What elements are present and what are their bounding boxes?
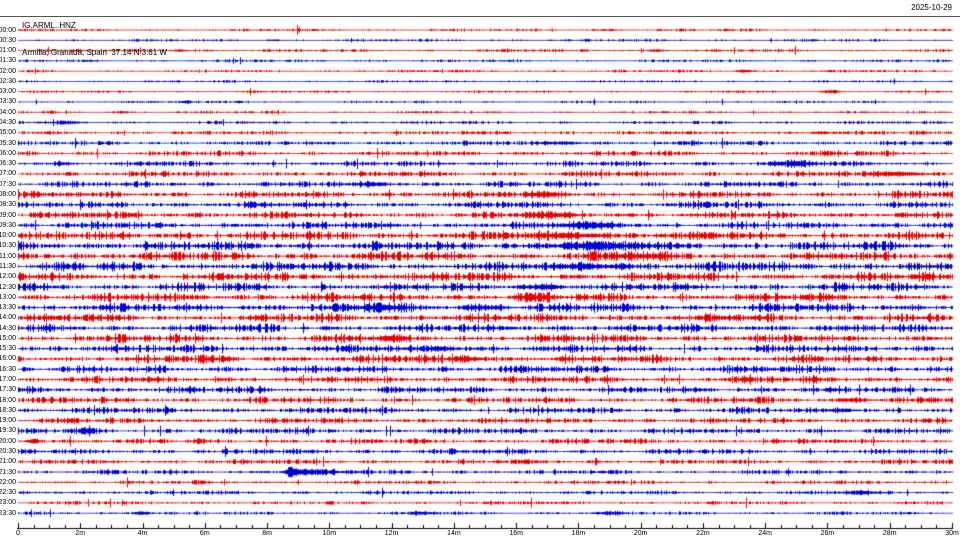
trace-time-label: 10:30 (0, 242, 16, 250)
trace-time-label: 05:00 (0, 129, 16, 137)
header-station-block: IG.ARML..HNZ Armilla, Granada, Spain 37.… (22, 3, 167, 75)
trace-time-label: 14:00 (0, 314, 16, 322)
trace-time-label: 12:30 (0, 283, 16, 291)
trace-time-label: 06:00 (0, 149, 16, 157)
trace-time-label: 17:00 (0, 376, 16, 384)
header-divider (0, 16, 960, 17)
x-axis-tick-label: 28m (882, 530, 897, 537)
trace-time-label: 11:00 (0, 252, 16, 260)
trace-time-label: 04:30 (0, 119, 16, 127)
x-axis-tick-label: 26m (820, 530, 835, 537)
trace-time-label: 03:30 (0, 98, 16, 106)
x-axis-tick-label: 0 (16, 530, 20, 537)
trace-time-label: 00:00 (0, 26, 16, 34)
station-location: Armilla, Granada, Spain 37.14 N 3.61 W (22, 48, 167, 57)
x-axis-tick-label: 22m (696, 530, 710, 537)
trace-time-label: 07:30 (0, 180, 16, 188)
trace-time-label: 13:00 (0, 293, 16, 301)
trace-time-label: 21:00 (0, 458, 16, 466)
trace-time-label: 03:00 (0, 88, 16, 96)
trace-time-label: 11:30 (0, 262, 16, 270)
trace-time-label: 09:30 (0, 221, 16, 229)
x-axis-tick-label: 8m (262, 530, 272, 537)
x-axis-tick-label: 30m (945, 530, 959, 537)
trace-time-label: 05:30 (0, 139, 16, 147)
trace-time-label: 01:00 (0, 47, 16, 55)
trace-time-label: 15:00 (0, 334, 16, 342)
trace-time-label: 17:30 (0, 386, 16, 394)
trace-time-label: 16:00 (0, 355, 16, 363)
trace-time-label: 23:00 (0, 499, 16, 507)
plot-date: 2025-10-29 (911, 3, 952, 12)
trace-time-label: 06:30 (0, 160, 16, 168)
trace-time-label: 02:30 (0, 77, 16, 85)
trace-time-label: 07:00 (0, 170, 16, 178)
trace-time-label: 19:00 (0, 417, 16, 425)
trace-time-label: 09:00 (0, 211, 16, 219)
trace-time-label: 15:30 (0, 345, 16, 353)
trace-time-label: 01:30 (0, 57, 16, 65)
trace-time-label: 08:00 (0, 190, 16, 198)
trace-time-label: 22:00 (0, 478, 16, 486)
trace-time-label: 18:00 (0, 396, 16, 404)
trace-time-label: 00:30 (0, 36, 16, 44)
trace-time-label: 02:00 (0, 67, 16, 75)
trace-time-label: 18:30 (0, 406, 16, 414)
trace-time-label: 08:30 (0, 201, 16, 209)
trace-time-label: 19:30 (0, 427, 16, 435)
trace-time-label: 23:30 (0, 509, 16, 517)
trace-time-label: 04:00 (0, 108, 16, 116)
x-axis-tick-label: 4m (137, 530, 148, 537)
trace-time-label: 12:00 (0, 273, 16, 281)
x-axis-tick-label: 14m (447, 530, 461, 537)
station-code: IG.ARML..HNZ (22, 21, 76, 30)
trace-time-label: 14:30 (0, 324, 16, 332)
trace-time-label: 21:30 (0, 468, 16, 476)
trace-time-label: 13:30 (0, 304, 16, 312)
x-axis-tick-label: 2m (75, 530, 86, 537)
x-axis-tick-label: 18m (571, 530, 586, 537)
x-axis-tick-label: 10m (322, 530, 337, 537)
trace-time-label: 16:30 (0, 365, 16, 373)
x-axis-tick-label: 24m (758, 530, 772, 537)
x-axis-tick-label: 12m (384, 530, 399, 537)
x-axis-tick-label: 16m (509, 530, 523, 537)
trace-time-label: 22:30 (0, 489, 16, 497)
x-axis-tick-label: 6m (199, 530, 210, 537)
trace-time-label: 20:30 (0, 447, 16, 455)
x-axis-tick-label: 20m (633, 530, 648, 537)
trace-time-label: 20:00 (0, 437, 16, 445)
trace-time-label: 10:00 (0, 232, 16, 240)
